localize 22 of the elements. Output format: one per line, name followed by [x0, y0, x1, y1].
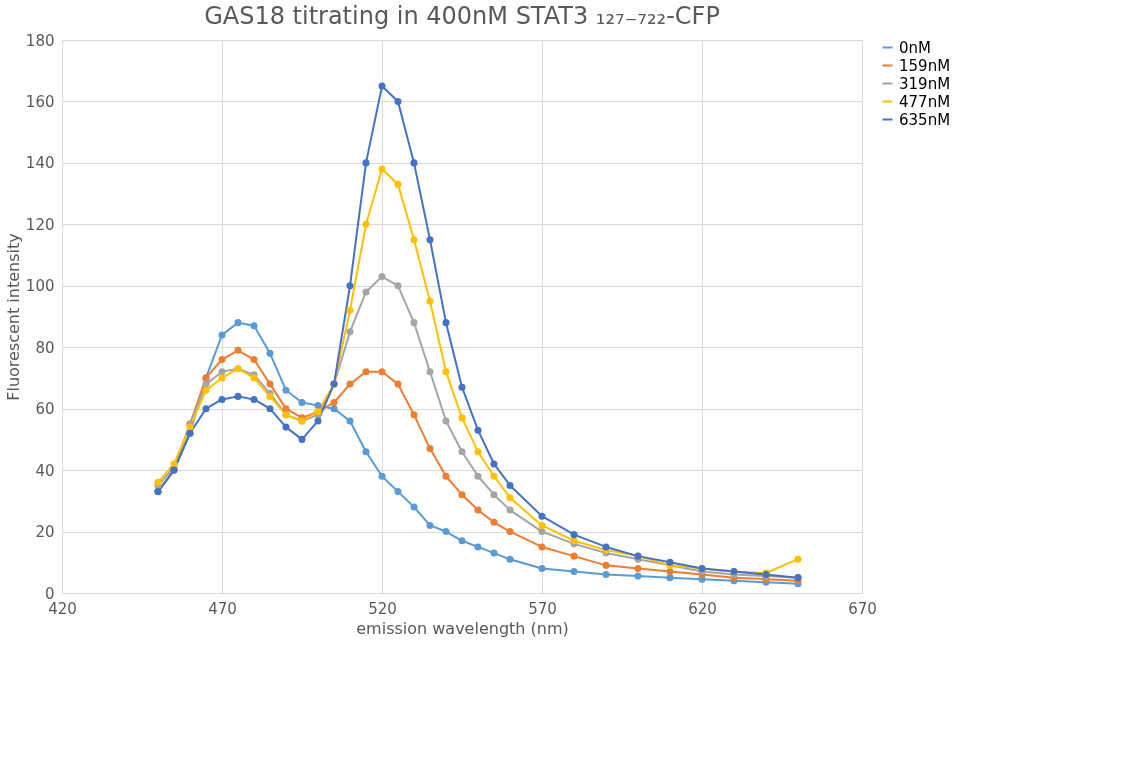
legend-label: 0nM — [899, 38, 931, 57]
legend-label: 159nM — [899, 56, 951, 75]
y-tick-label: 40 — [35, 461, 55, 480]
y-tick-label: 120 — [25, 215, 55, 234]
y-tick-label: 140 — [25, 154, 55, 173]
legend-label: 319nM — [899, 74, 951, 93]
x-tick-label: 620 — [688, 599, 717, 618]
y-axis-title: Fluorescent intensity — [3, 233, 23, 401]
y-tick-label: 20 — [35, 523, 55, 542]
y-tick-label: 80 — [35, 338, 55, 357]
y-tick-label: 60 — [35, 400, 55, 419]
y-tick-label: 180 — [25, 31, 55, 50]
chart-title: GAS18 titrating in 400nM STAT3 ₁₂₇₋₇₂₂-CFP — [204, 2, 720, 30]
y-tick-label: 160 — [25, 92, 55, 111]
x-tick-label: 670 — [848, 599, 877, 618]
x-tick-label: 520 — [368, 599, 397, 618]
legend-label: 477nM — [899, 92, 951, 111]
x-tick-label: 470 — [208, 599, 237, 618]
y-tick-label: 100 — [25, 277, 55, 296]
legend-label: 635nM — [899, 110, 951, 129]
x-axis-title: emission wavelength (nm) — [356, 618, 569, 638]
x-tick-label: 570 — [528, 599, 557, 618]
